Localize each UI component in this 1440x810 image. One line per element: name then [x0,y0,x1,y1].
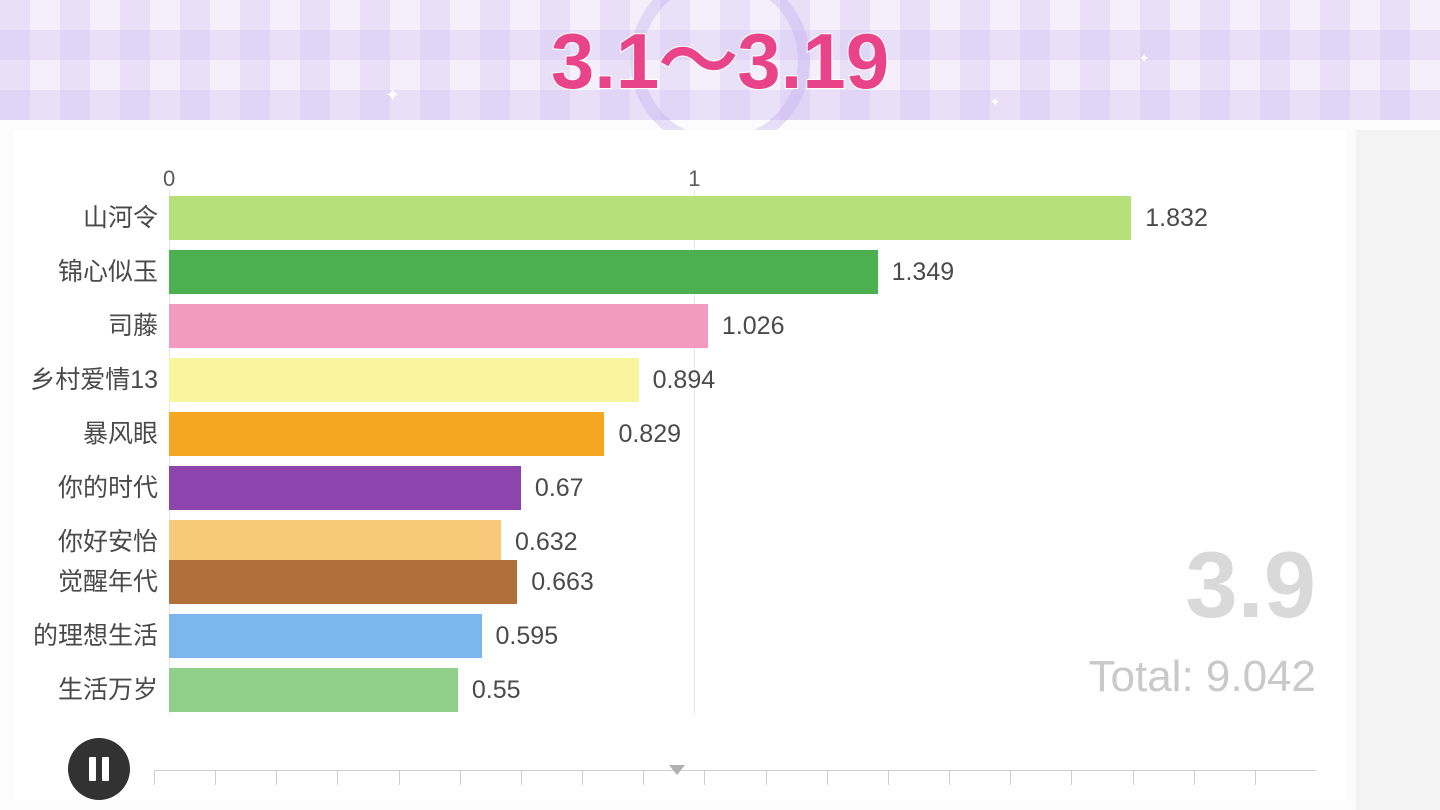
page-title: 3.1～3.19 [0,0,1440,100]
bar-label: 乡村爱情13 [30,358,166,402]
bar-label: 生活万岁 [58,668,166,712]
bar-value: 0.595 [482,614,559,658]
axis-tick-label: 1 [688,166,700,192]
total-value: 9.042 [1206,652,1316,701]
bar-row: 司藤 1.026 [14,304,1346,348]
total-display: Total: 9.042 [1089,652,1317,702]
timeline-tick [766,771,827,785]
bar-rect [169,560,517,604]
timeline-tick [1133,771,1194,785]
timeline-tick [1010,771,1071,785]
bar-value: 0.55 [458,668,521,712]
bar-value: 0.663 [517,560,594,604]
bar-label: 暴风眼 [83,412,166,456]
timeline-tick [337,771,398,785]
bar-value: 1.832 [1131,196,1208,240]
bar-rect [169,668,458,712]
timeline-tick [1255,771,1316,785]
bar-rect [169,304,708,348]
bar-value: 1.026 [708,304,785,348]
bar-row: 乡村爱情13 0.894 [14,358,1346,402]
bar-value: 0.632 [501,520,578,564]
bar-rect [169,466,521,510]
bar-rect [169,250,878,294]
timeline-tick [1071,771,1132,785]
bar-row: 山河令 1.832 [14,196,1346,240]
bar-row: 锦心似玉 1.349 [14,250,1346,294]
timeline-tick [276,771,337,785]
timeline-tick [582,771,643,785]
bar-value: 0.67 [521,466,584,510]
bar-rect [169,412,604,456]
timeline-tick [521,771,582,785]
bar-row: 觉醒年代 0.663 [14,560,1346,604]
bar-value: 1.349 [878,250,955,294]
timeline-tick [154,771,215,785]
bar-label: 司藤 [108,304,166,348]
timeline-tick [1194,771,1255,785]
bar-label: 锦心似玉 [58,250,166,294]
bar-label: 觉醒年代 [58,560,166,604]
bars-area: 山河令 1.832 锦心似玉 1.349 司藤 1.026 乡村爱情13 0.894 暴风眼 0.… [14,190,1346,714]
bar-rect [169,196,1131,240]
total-label: Total: [1089,652,1206,701]
bar-rect [169,614,482,658]
timeline[interactable] [154,770,1316,800]
timeline-tick [460,771,521,785]
bar-value: 0.894 [639,358,716,402]
bar-row: 你好安怡 0.632 [14,520,1346,564]
bar-value: 0.829 [604,412,681,456]
chart-card: 0 1 山河令 1.832 锦心似玉 1.349 司藤 1.026 乡村爱情13 0.894 暴风… [14,130,1346,800]
bar-label: ‪你的时代 [58,466,166,510]
play-pause-button[interactable] [68,738,130,800]
timeline-tick [888,771,949,785]
axis-tick-label: 0 [163,166,175,192]
timeline-tick [215,771,276,785]
bar-label: 的理想生活 [33,614,166,658]
bar-rect [169,358,639,402]
bar-row: 暴风眼 0.829 [14,412,1346,456]
timeline-tick [704,771,765,785]
pause-icon [89,757,109,781]
timeline-tick [949,771,1010,785]
bar-label: 山河令 [83,196,166,240]
side-strip [1356,130,1440,810]
timeline-tick [827,771,888,785]
bar-row: ‪你的时代 0.67 [14,466,1346,510]
bar-rect [169,520,501,564]
timeline-marker[interactable] [669,765,685,775]
current-date: 3.9 [1185,538,1316,632]
timeline-tick [399,771,460,785]
bar-label: 你好安怡 [58,520,166,564]
